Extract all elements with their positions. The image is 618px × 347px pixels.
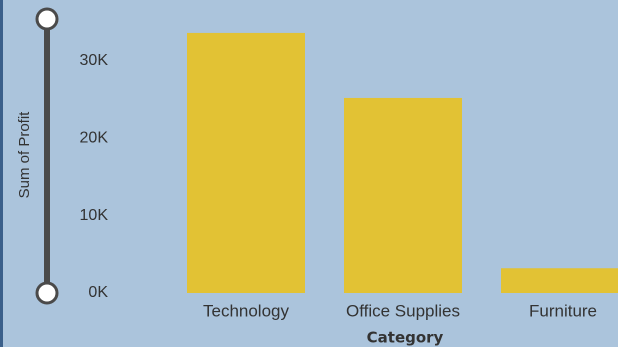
x-axis-title: Category xyxy=(367,329,444,347)
y-axis-title: Sum of Profit xyxy=(16,111,33,199)
slider-handle xyxy=(35,281,59,305)
x-tick-label: Technology xyxy=(203,301,290,320)
y-tick-label: 30K xyxy=(80,52,109,69)
bar xyxy=(187,32,305,294)
y-tick-label: 20K xyxy=(80,129,109,146)
x-tick-label: Furniture xyxy=(529,301,597,320)
y-tick-label: 0K xyxy=(88,284,108,301)
left-edge xyxy=(0,0,3,347)
x-tick-label: Office Supplies xyxy=(346,301,460,320)
bar xyxy=(501,268,618,293)
bar xyxy=(344,97,462,293)
slider-handle xyxy=(35,7,59,31)
y-tick-label: 10K xyxy=(80,207,109,224)
